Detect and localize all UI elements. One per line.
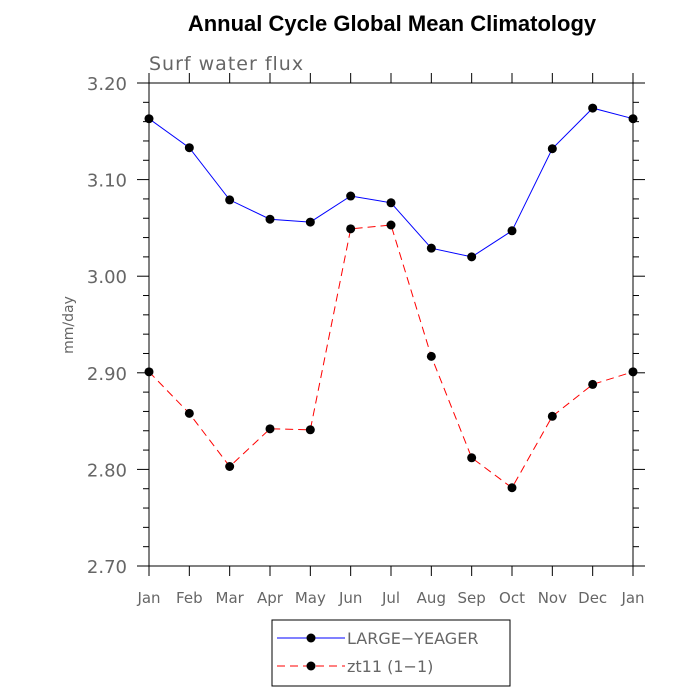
legend-label-large-yeager: LARGE−YEAGER [347, 629, 478, 648]
x-tick-label: Mar [216, 589, 245, 607]
x-tick-label: Feb [176, 589, 203, 607]
series-1-point [628, 367, 638, 377]
series-0-point [588, 103, 598, 113]
y-axis-label: mm/day [61, 296, 77, 354]
x-tick-label: Aug [417, 589, 446, 607]
x-tick-label: Dec [578, 589, 607, 607]
plot-frame [148, 82, 634, 567]
x-tick-label: Nov [538, 589, 567, 607]
series-0-point [467, 252, 477, 262]
chart-title: Annual Cycle Global Mean Climatology [188, 11, 597, 36]
series-1-point [184, 408, 194, 418]
x-tick-label: Sep [458, 589, 486, 607]
y-tick-label: 3.00 [87, 267, 127, 288]
series-1-point [507, 483, 517, 493]
series-0-point [426, 243, 436, 253]
series-1-point [225, 462, 235, 472]
y-tick-label: 2.70 [87, 557, 127, 578]
series-1-point [144, 367, 154, 377]
legend-marker-zt11 [306, 661, 316, 671]
y-axis-ticks: 2.70 2.80 2.90 3.00 3.10 3.20 [87, 74, 645, 578]
series-0-point [305, 217, 315, 227]
chart-subtitle: Surf water flux [149, 53, 304, 75]
series-line-1 [148, 224, 634, 489]
x-tick-label: Oct [499, 589, 525, 607]
series-line-0 [148, 107, 634, 258]
legend: LARGE−YEAGER zt11 (1−1) [271, 619, 511, 687]
series-0-point [507, 226, 517, 236]
series-1-point [426, 351, 436, 361]
x-tick-label: May [295, 589, 326, 607]
series-1-point [547, 411, 557, 421]
x-tick-label: Jan [136, 589, 160, 607]
x-tick-label: Jun [338, 589, 362, 607]
y-tick-label: 2.90 [87, 364, 127, 385]
series-0-point [547, 144, 557, 154]
series-0-point [265, 214, 275, 224]
series-1-point [588, 379, 598, 389]
x-tick-label: Jan [620, 589, 644, 607]
y-tick-label: 3.20 [87, 74, 127, 95]
legend-box [271, 619, 511, 687]
series-1-point [386, 220, 396, 230]
series-layer [144, 103, 638, 493]
series-0-point [386, 198, 396, 208]
series-1-point [346, 224, 356, 234]
x-tick-label: Apr [257, 589, 284, 607]
series-0-point [225, 195, 235, 205]
series-1-point [265, 424, 275, 434]
series-1-point [467, 453, 477, 463]
series-0-point [144, 114, 154, 124]
legend-marker-large-yeager [306, 633, 316, 643]
y-tick-label: 2.80 [87, 460, 127, 481]
x-tick-label: Jul [381, 589, 400, 607]
x-axis-ticks: Jan Feb Mar Apr May Jun Jul Aug Sep Oct Nov Dec Jan [136, 73, 645, 607]
series-0-point [346, 191, 356, 201]
series-1-point [305, 425, 315, 435]
series-0-point [628, 114, 638, 124]
y-tick-label: 3.10 [87, 171, 127, 192]
legend-label-zt11: zt11 (1−1) [347, 657, 433, 676]
series-0-point [184, 143, 194, 153]
